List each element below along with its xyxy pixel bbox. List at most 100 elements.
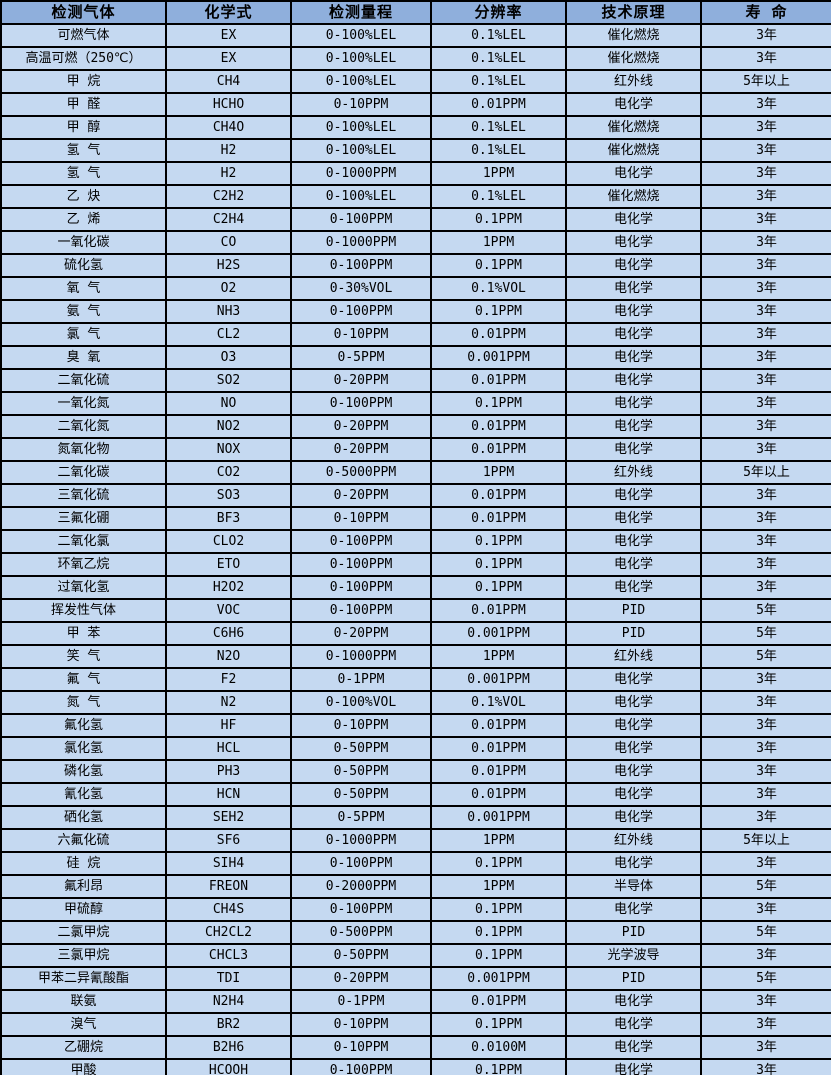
cell: 3年 [700, 391, 831, 416]
cell: 0-100PPM [290, 299, 432, 324]
cell: ETO [165, 552, 292, 577]
cell: 0-50PPM [290, 736, 432, 761]
cell: 0-20PPM [290, 621, 432, 646]
cell: 氰化氢 [0, 782, 167, 807]
cell: 0-20PPM [290, 966, 432, 991]
cell: 0-20PPM [290, 437, 432, 462]
cell: 3年 [700, 782, 831, 807]
table-row: 硫化氢 H2S 0-100PPM 0.1PPM 电化学 3年 [0, 253, 831, 278]
cell: 氧 气 [0, 276, 167, 301]
cell: 0.1%LEL [430, 46, 567, 71]
cell: 电化学 [565, 552, 702, 577]
cell: 3年 [700, 1035, 831, 1060]
table-row: 一氧化氮 NO 0-100PPM 0.1PPM 电化学 3年 [0, 391, 831, 416]
header-cell-5: 寿 命 [700, 0, 831, 25]
cell: 3年 [700, 184, 831, 209]
table-row: 三氯甲烷 CHCL3 0-50PPM 0.1PPM 光学波导 3年 [0, 943, 831, 968]
cell: 1PPM [430, 460, 567, 485]
cell: 磷化氢 [0, 759, 167, 784]
cell: 3年 [700, 23, 831, 48]
cell: 3年 [700, 943, 831, 968]
cell: 0.1%VOL [430, 690, 567, 715]
cell: EX [165, 23, 292, 48]
cell: 0-5PPM [290, 805, 432, 830]
table-row: 硅 烷 SIH4 0-100PPM 0.1PPM 电化学 3年 [0, 851, 831, 876]
cell: CH4S [165, 897, 292, 922]
cell: PID [565, 920, 702, 945]
cell: HCHO [165, 92, 292, 117]
cell: 氯化氢 [0, 736, 167, 761]
cell: 0-500PPM [290, 920, 432, 945]
cell: 0-100PPM [290, 391, 432, 416]
table-row: 氨 气 NH3 0-100PPM 0.1PPM 电化学 3年 [0, 299, 831, 324]
cell: 0-100PPM [290, 897, 432, 922]
cell: 电化学 [565, 529, 702, 554]
cell: CH2CL2 [165, 920, 292, 945]
cell: 5年 [700, 966, 831, 991]
cell: 甲 醛 [0, 92, 167, 117]
cell: 高温可燃（250℃） [0, 46, 167, 71]
cell: 0-100PPM [290, 207, 432, 232]
cell: 3年 [700, 736, 831, 761]
table-row: 二氧化氮 NO2 0-20PPM 0.01PPM 电化学 3年 [0, 414, 831, 439]
cell: 电化学 [565, 782, 702, 807]
cell: 0-1000PPM [290, 644, 432, 669]
cell: 3年 [700, 368, 831, 393]
cell: 0.1PPM [430, 943, 567, 968]
cell: C2H2 [165, 184, 292, 209]
cell: 0.01PPM [430, 322, 567, 347]
cell: 0.01PPM [430, 736, 567, 761]
cell: 0.01PPM [430, 414, 567, 439]
cell: 3年 [700, 322, 831, 347]
cell: 3年 [700, 759, 831, 784]
cell: HCN [165, 782, 292, 807]
cell: 臭 氧 [0, 345, 167, 370]
cell: 0.01PPM [430, 598, 567, 623]
cell: 0-100%VOL [290, 690, 432, 715]
table-row: 甲硫醇 CH4S 0-100PPM 0.1PPM 电化学 3年 [0, 897, 831, 922]
cell: 3年 [700, 414, 831, 439]
cell: 5年 [700, 598, 831, 623]
cell: 电化学 [565, 690, 702, 715]
cell: 电化学 [565, 667, 702, 692]
cell: 0-1PPM [290, 667, 432, 692]
cell: 0.1PPM [430, 575, 567, 600]
table-row: 二氧化氯 CLO2 0-100PPM 0.1PPM 电化学 3年 [0, 529, 831, 554]
cell: 0.1%LEL [430, 138, 567, 163]
cell: 红外线 [565, 69, 702, 94]
table-row: 臭 氧 O3 0-5PPM 0.001PPM 电化学 3年 [0, 345, 831, 370]
cell: 氮氧化物 [0, 437, 167, 462]
cell: 0.1%LEL [430, 115, 567, 140]
cell: 1PPM [430, 644, 567, 669]
cell: NO [165, 391, 292, 416]
cell: NOX [165, 437, 292, 462]
cell: N2 [165, 690, 292, 715]
table-row: 联氨 N2H4 0-1PPM 0.01PPM 电化学 3年 [0, 989, 831, 1014]
cell: 5年以上 [700, 828, 831, 853]
cell: 0.01PPM [430, 759, 567, 784]
cell: BF3 [165, 506, 292, 531]
cell: 甲 苯 [0, 621, 167, 646]
cell: 0-50PPM [290, 782, 432, 807]
cell: 电化学 [565, 391, 702, 416]
cell: 乙 炔 [0, 184, 167, 209]
cell: 0-100PPM [290, 253, 432, 278]
cell: 电化学 [565, 207, 702, 232]
cell: 1PPM [430, 230, 567, 255]
cell: 0-10PPM [290, 92, 432, 117]
table-row: 氧 气 O2 0-30%VOL 0.1%VOL 电化学 3年 [0, 276, 831, 301]
cell: 0.001PPM [430, 805, 567, 830]
cell: 0-20PPM [290, 368, 432, 393]
cell: 电化学 [565, 437, 702, 462]
table-row: 乙硼烷 B2H6 0-10PPM 0.0100M 电化学 3年 [0, 1035, 831, 1060]
cell: 3年 [700, 713, 831, 738]
cell: 催化燃烧 [565, 184, 702, 209]
table-row: 过氧化氢 H2O2 0-100PPM 0.1PPM 电化学 3年 [0, 575, 831, 600]
table-row: 甲 醛 HCHO 0-10PPM 0.01PPM 电化学 3年 [0, 92, 831, 117]
cell: 红外线 [565, 828, 702, 853]
cell: 红外线 [565, 644, 702, 669]
header-cell-0: 检测气体 [0, 0, 167, 25]
cell: 0-100%LEL [290, 184, 432, 209]
cell: PID [565, 621, 702, 646]
cell: 5年 [700, 874, 831, 899]
